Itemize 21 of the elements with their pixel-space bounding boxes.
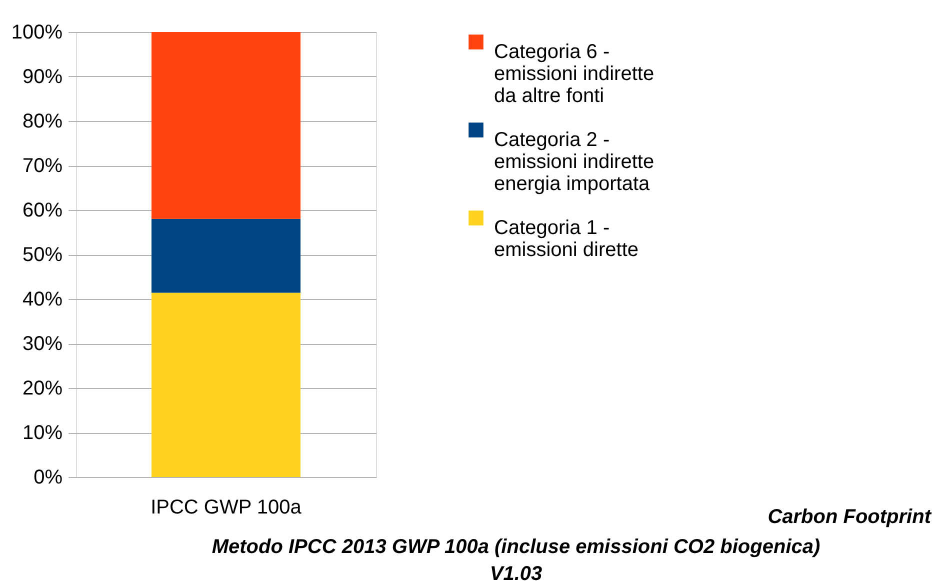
y-tick-label: 100% [11, 22, 63, 44]
legend-label: Categoria 6 - emissioni indirette da altre fonti [494, 41, 654, 107]
y-tick-label: 20% [22, 378, 63, 400]
y-tick-label: 50% [22, 244, 63, 266]
y-tick-label: 70% [22, 155, 63, 177]
y-tick-label: 80% [22, 110, 63, 132]
y-tick-label: 10% [22, 422, 63, 444]
text: Carbon Footprint [768, 506, 932, 528]
y-tick-label: 40% [22, 288, 63, 310]
bar [152, 218, 300, 293]
bar [152, 32, 300, 219]
x-tick-label: IPCC GWP 100a [150, 496, 302, 518]
y-tick-label: 30% [22, 333, 63, 355]
text: Metodo IPCC 2013 GWP 100a (incluse emissioni CO2 biogenica) [212, 536, 820, 558]
legend-label: Categoria 1 - emissioni dirette [494, 217, 639, 261]
bar [152, 292, 300, 477]
y-tick-label: 0% [34, 466, 63, 488]
y-tick-label: 60% [22, 200, 63, 222]
y-tick-label: 90% [22, 66, 63, 88]
text: V1.03 [490, 563, 542, 581]
legend-label: Categoria 2 - emissioni indirette energia importata [494, 129, 654, 195]
